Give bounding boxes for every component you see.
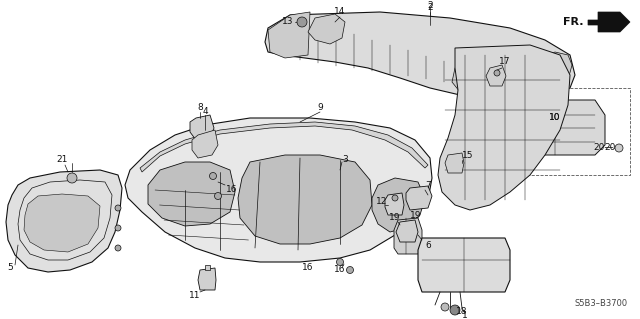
Polygon shape	[588, 12, 630, 32]
Text: 12: 12	[376, 197, 388, 206]
Circle shape	[494, 70, 500, 76]
Text: 4: 4	[202, 108, 208, 116]
Text: 2: 2	[427, 4, 433, 12]
Text: 5: 5	[7, 263, 13, 272]
Polygon shape	[308, 14, 345, 44]
Polygon shape	[445, 153, 464, 173]
Circle shape	[615, 144, 623, 152]
Text: 19: 19	[410, 211, 422, 219]
Polygon shape	[265, 12, 575, 100]
Polygon shape	[396, 220, 418, 242]
Text: 16: 16	[334, 265, 346, 275]
Polygon shape	[385, 193, 404, 215]
Text: 20—: 20—	[594, 144, 614, 152]
Circle shape	[441, 303, 449, 311]
Polygon shape	[438, 45, 570, 210]
Circle shape	[297, 17, 307, 27]
Text: 2: 2	[427, 1, 433, 10]
Polygon shape	[418, 238, 510, 292]
Polygon shape	[24, 194, 100, 252]
Polygon shape	[268, 12, 310, 58]
Circle shape	[115, 225, 121, 231]
Circle shape	[115, 245, 121, 251]
Polygon shape	[125, 118, 432, 262]
Text: 16: 16	[227, 186, 237, 195]
Text: 6: 6	[425, 241, 431, 249]
Polygon shape	[148, 162, 235, 226]
Text: 9: 9	[317, 103, 323, 113]
Text: 17: 17	[499, 57, 511, 66]
Text: 19: 19	[389, 213, 401, 222]
Polygon shape	[486, 65, 506, 86]
Polygon shape	[198, 268, 216, 290]
Polygon shape	[528, 52, 572, 98]
Text: S5B3–B3700: S5B3–B3700	[575, 299, 628, 308]
Text: 11: 11	[189, 291, 201, 300]
Text: 13: 13	[282, 18, 294, 26]
Text: 21: 21	[56, 155, 68, 165]
Text: 7: 7	[425, 181, 431, 189]
Text: FR.: FR.	[563, 17, 583, 27]
Circle shape	[450, 305, 460, 315]
Polygon shape	[406, 186, 432, 210]
Text: 3: 3	[342, 155, 348, 165]
Circle shape	[115, 205, 121, 211]
Text: 16: 16	[302, 263, 314, 272]
Text: 10: 10	[549, 114, 561, 122]
Polygon shape	[192, 130, 218, 158]
Polygon shape	[510, 100, 605, 155]
Polygon shape	[238, 155, 372, 244]
Circle shape	[67, 173, 77, 183]
Polygon shape	[452, 60, 498, 95]
Text: 10: 10	[549, 114, 561, 122]
Polygon shape	[205, 265, 210, 270]
Text: 8: 8	[197, 103, 203, 113]
Circle shape	[214, 192, 221, 199]
Polygon shape	[6, 170, 122, 272]
Polygon shape	[190, 115, 214, 140]
Circle shape	[209, 173, 216, 180]
Text: 14: 14	[334, 8, 346, 17]
Polygon shape	[140, 122, 428, 172]
Text: 18: 18	[456, 308, 468, 316]
Circle shape	[392, 195, 398, 201]
Polygon shape	[394, 218, 422, 254]
Text: 15: 15	[462, 151, 474, 160]
Ellipse shape	[331, 161, 349, 169]
Polygon shape	[372, 178, 425, 232]
Text: 1: 1	[462, 310, 468, 319]
Circle shape	[337, 258, 344, 265]
Circle shape	[346, 266, 353, 273]
Text: 20: 20	[604, 144, 616, 152]
